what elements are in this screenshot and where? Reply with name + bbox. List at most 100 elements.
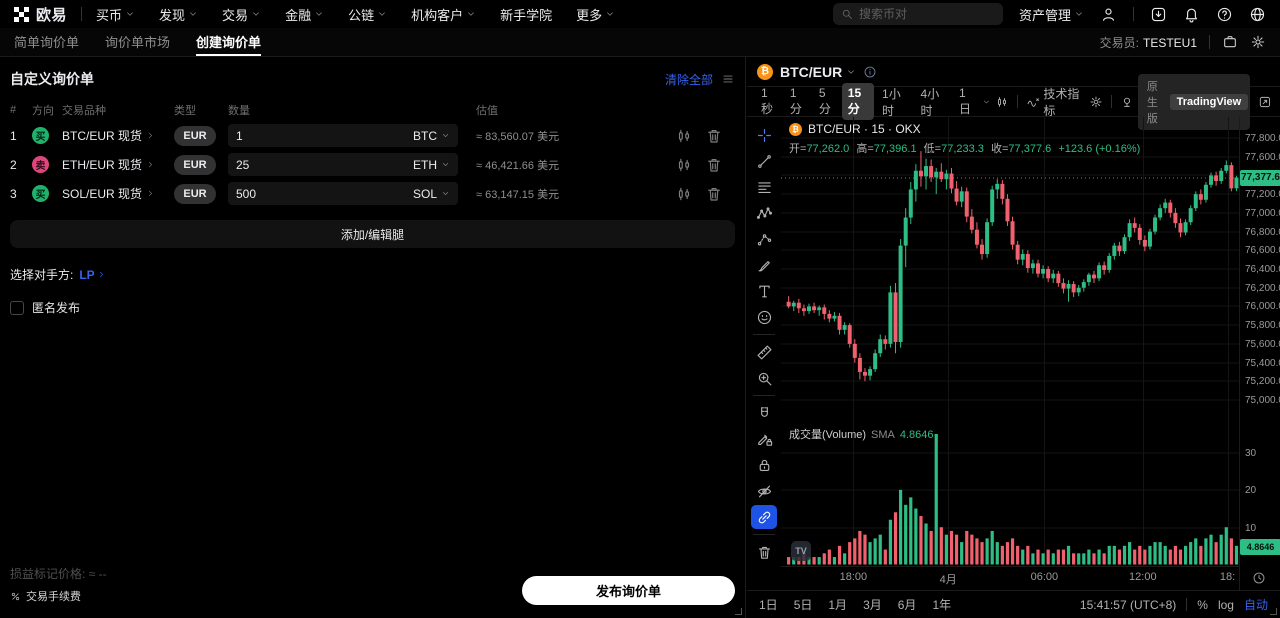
- amount-input[interactable]: 500 SOL: [228, 182, 458, 205]
- delete-leg-icon[interactable]: [705, 185, 723, 203]
- tradingview-watermark-icon[interactable]: TV: [791, 541, 811, 561]
- type-button[interactable]: EUR: [174, 183, 216, 204]
- currency-select[interactable]: BTC: [413, 129, 450, 143]
- lock-all-icon[interactable]: [751, 453, 777, 477]
- interval-button[interactable]: 1秒: [761, 86, 774, 116]
- timezone-clock-icon[interactable]: [1252, 571, 1266, 585]
- delete-leg-icon[interactable]: [705, 156, 723, 174]
- interval-button[interactable]: 5分: [818, 86, 831, 116]
- interval-button[interactable]: 15分: [841, 83, 875, 120]
- drawing-lock-icon[interactable]: [751, 427, 777, 451]
- log-scale-button[interactable]: log: [1217, 597, 1234, 612]
- download-app-icon[interactable]: [1150, 6, 1167, 23]
- time-tick: 06:00: [1030, 571, 1059, 583]
- remove-drawings-icon[interactable]: [751, 540, 777, 564]
- range-button[interactable]: 6月: [897, 598, 917, 612]
- emoji-icon[interactable]: [751, 305, 777, 329]
- hide-all-icon[interactable]: [751, 479, 777, 503]
- info-icon[interactable]: [863, 65, 877, 79]
- xabcd-pattern-icon[interactable]: [751, 201, 777, 225]
- tradingview-mode-button[interactable]: TradingView: [1169, 93, 1249, 110]
- toolbox-icon[interactable]: [1222, 34, 1238, 50]
- search-box[interactable]: [832, 3, 1003, 25]
- range-button[interactable]: 5日: [793, 598, 813, 612]
- currency-select[interactable]: ETH: [413, 158, 450, 172]
- chart-canvas-area[interactable]: ₿ BTC/EUR · 15 · OKX 开=77,262.0 高=77,396…: [781, 117, 1239, 566]
- delete-leg-icon[interactable]: [705, 127, 723, 145]
- add-edit-legs-button[interactable]: 添加/编辑腿: [10, 220, 735, 248]
- indicators-button[interactable]: 技术指标: [1026, 85, 1085, 119]
- clear-all-link[interactable]: 清除全部: [664, 72, 713, 87]
- drag-handle-icon[interactable]: [721, 72, 735, 86]
- time-axis[interactable]: 18:00 4月 06:00 12:00 18:: [781, 566, 1239, 590]
- nav-menu-item[interactable]: 更多: [576, 5, 615, 24]
- zoom-in-icon[interactable]: [751, 366, 777, 390]
- fib-retracement-icon[interactable]: [751, 175, 777, 199]
- instrument-select[interactable]: BTC/EUR 现货: [62, 127, 174, 144]
- rfq-tab[interactable]: 创建询价单: [196, 28, 262, 56]
- fullscreen-icon[interactable]: [1258, 94, 1272, 110]
- brush-icon[interactable]: [751, 253, 777, 277]
- currency-select[interactable]: SOL: [413, 187, 450, 201]
- counterparty-link[interactable]: LP: [79, 268, 105, 282]
- instrument-select[interactable]: SOL/EUR 现货: [62, 185, 174, 202]
- search-input[interactable]: [858, 7, 979, 21]
- resize-handle[interactable]: [735, 608, 742, 615]
- interval-button[interactable]: 1小时: [882, 86, 901, 118]
- amount-input[interactable]: 25 ETH: [228, 153, 458, 176]
- nav-menu-item[interactable]: 发现: [159, 5, 198, 24]
- assets-menu[interactable]: 资产管理: [1019, 5, 1084, 24]
- notifications-bell-icon[interactable]: [1183, 6, 1200, 23]
- kline-chart-icon[interactable]: [675, 156, 693, 174]
- kline-chart-icon[interactable]: [675, 127, 693, 145]
- chart-pair-select[interactable]: BTC/EUR: [780, 64, 856, 80]
- settings-gear-icon[interactable]: [1250, 34, 1266, 50]
- interval-button[interactable]: 1日: [959, 86, 972, 116]
- forecast-icon[interactable]: [751, 227, 777, 251]
- ruler-icon[interactable]: [751, 340, 777, 364]
- nav-menu-item[interactable]: 买币: [96, 5, 135, 24]
- rfq-tab[interactable]: 简单询价单: [14, 35, 80, 50]
- resize-handle[interactable]: [1270, 608, 1277, 615]
- type-button[interactable]: EUR: [174, 125, 216, 146]
- nav-menu-item[interactable]: 新手学院: [500, 7, 553, 23]
- crosshair-icon[interactable]: [751, 123, 777, 147]
- percent-scale-button[interactable]: %: [1197, 597, 1208, 612]
- range-button[interactable]: 1年: [932, 598, 952, 612]
- amount-input[interactable]: 1 BTC: [228, 124, 458, 147]
- kline-chart-icon[interactable]: [675, 185, 693, 203]
- anonymous-checkbox[interactable]: [10, 300, 24, 315]
- chevron-down-icon: [466, 9, 476, 19]
- instrument-select[interactable]: ETH/EUR 现货: [62, 156, 174, 173]
- magnet-icon[interactable]: [751, 401, 777, 425]
- range-button[interactable]: 3月: [863, 598, 882, 612]
- chart-display-icon[interactable]: [1120, 94, 1134, 110]
- candle-style-icon[interactable]: [995, 94, 1009, 110]
- link-sync-icon[interactable]: [751, 505, 777, 529]
- okx-logo[interactable]: 欧易: [14, 4, 67, 25]
- chart-settings-icon[interactable]: [1089, 94, 1103, 110]
- nav-menu-item[interactable]: 机构客户: [411, 5, 476, 24]
- publish-rfq-button[interactable]: 发布询价单: [522, 576, 735, 605]
- help-icon[interactable]: [1216, 6, 1233, 23]
- language-globe-icon[interactable]: [1249, 6, 1266, 23]
- nav-menu-item[interactable]: 金融: [285, 5, 324, 24]
- nav-menu-item[interactable]: 交易: [222, 5, 261, 24]
- leg-row: 2 卖 ETH/EUR 现货 EUR 25 ETH ≈ 46,421.66 美元: [0, 150, 745, 179]
- clock-text[interactable]: 15:41:57 (UTC+8): [1079, 597, 1177, 612]
- nav-menu-item[interactable]: 公链: [348, 5, 387, 24]
- candlestick-chart[interactable]: [781, 117, 1239, 566]
- trendline-icon[interactable]: [751, 149, 777, 173]
- range-button[interactable]: 1月: [828, 598, 848, 612]
- user-icon[interactable]: [1100, 6, 1117, 23]
- trading-fee[interactable]: 交易手续费: [10, 588, 107, 604]
- type-button[interactable]: EUR: [174, 154, 216, 175]
- auto-scale-button[interactable]: 自动: [1243, 598, 1268, 612]
- interval-button[interactable]: 4小时: [920, 86, 940, 118]
- range-button[interactable]: 1日: [759, 598, 778, 612]
- rfq-tab[interactable]: 询价单市场: [105, 35, 171, 50]
- interval-button[interactable]: 1分: [789, 86, 802, 116]
- interval-more-icon[interactable]: [982, 97, 991, 107]
- price-axis[interactable]: 77,800.0 77,600.0 77,200.0 77,000.0 76,800.0…: [1239, 117, 1280, 590]
- text-icon[interactable]: [751, 279, 777, 303]
